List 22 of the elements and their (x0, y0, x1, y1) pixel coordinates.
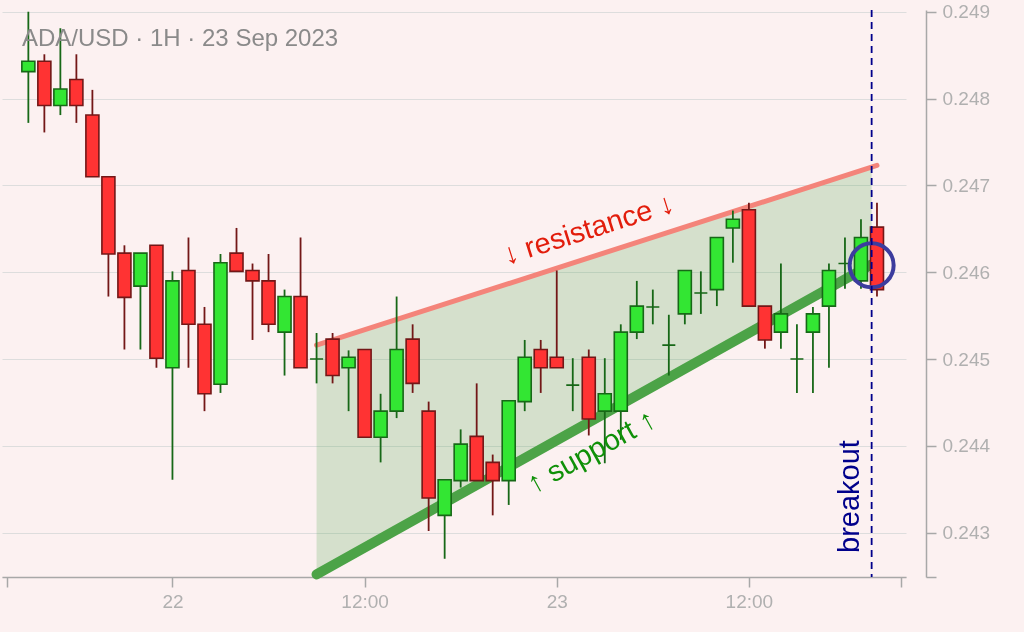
candlestick (773, 262, 789, 350)
y-tick-label: 0.246 (942, 261, 991, 283)
ref-line-label: breakout (832, 440, 865, 553)
y-tick-label: 0.249 (942, 1, 991, 23)
candlestick (341, 349, 356, 413)
candlestick (693, 270, 709, 315)
candlestick (645, 288, 661, 326)
x-tick-label: 23 (546, 590, 568, 612)
y-tick-label: 0.244 (942, 435, 991, 457)
x-tick-label: 12:00 (341, 590, 389, 612)
y-tick-label: 0.248 (942, 88, 991, 110)
candlestick (725, 209, 741, 264)
candlestick (565, 357, 581, 413)
y-tick-label: 0.245 (942, 348, 991, 370)
candlestick (309, 332, 324, 385)
y-tick-label: 0.243 (942, 522, 991, 544)
candlestick (661, 313, 677, 377)
x-tick-label: 12:00 (725, 590, 774, 612)
x-tick-label: 22 (162, 590, 184, 612)
y-tick-label: 0.247 (942, 174, 991, 196)
candlestick (789, 323, 805, 394)
candlestick (805, 306, 821, 394)
